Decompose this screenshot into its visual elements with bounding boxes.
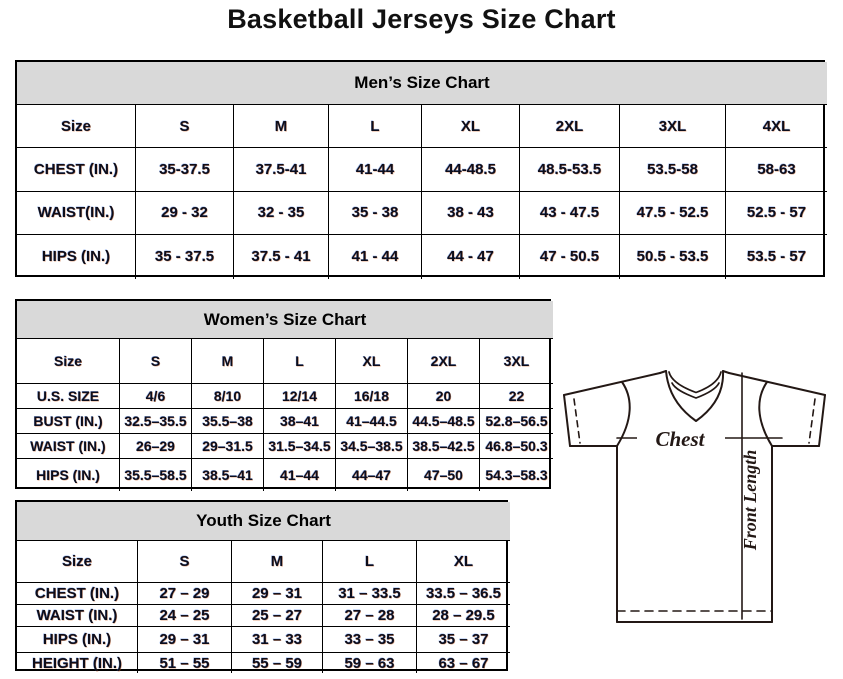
svg-text:Chest: Chest	[655, 427, 705, 451]
svg-text:Front Length: Front Length	[740, 450, 760, 552]
